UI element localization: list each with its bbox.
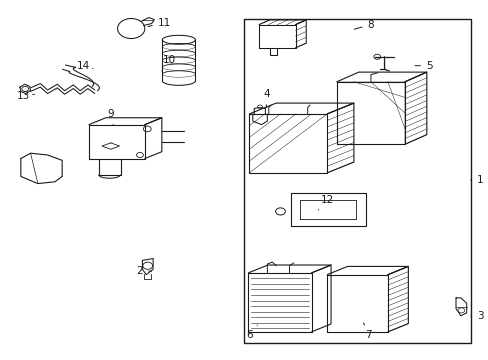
Text: 11: 11 [148, 18, 170, 28]
Text: 12: 12 [318, 195, 333, 210]
Text: 5: 5 [414, 61, 432, 71]
Text: 14: 14 [76, 61, 93, 71]
Text: 8: 8 [353, 19, 373, 30]
Text: 9: 9 [107, 109, 114, 125]
Text: 1: 1 [469, 175, 483, 185]
Text: 4: 4 [263, 89, 269, 108]
Text: 3: 3 [470, 311, 483, 321]
Bar [243, 19, 470, 342]
Text: 10: 10 [162, 55, 175, 71]
Text: 6: 6 [245, 325, 257, 341]
Text: 7: 7 [363, 323, 371, 341]
Text: 2: 2 [136, 266, 151, 276]
Text: 13: 13 [17, 91, 34, 101]
